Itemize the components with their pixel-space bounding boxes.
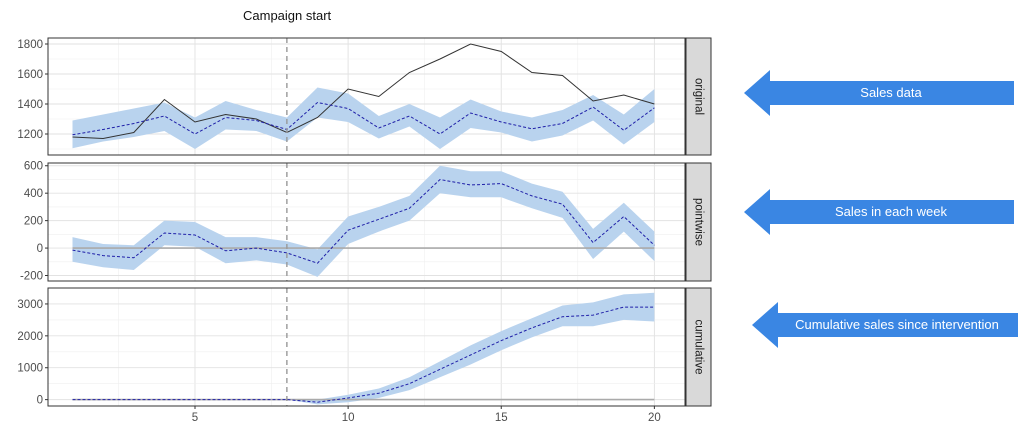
x-tick-label: 20 [648,412,661,424]
y-tick-label: 1600 [17,69,43,81]
x-tick-label: 10 [342,412,355,424]
panel-pointwise: -200 0 200 400 600 pointwise [20,161,711,283]
arrow-left-icon [744,189,770,235]
weekly-sales-callout: Sales in each week [744,189,1014,235]
y-tick-label: 3000 [17,299,43,311]
panel-background [48,38,685,155]
callout-label: Cumulative sales since intervention [776,313,1018,337]
panel-cumulative: 0 1000 2000 3000 cumulative [17,288,711,407]
strip-label: cumulative [693,320,705,375]
strip-label: pointwise [693,198,705,246]
y-tick-label: 200 [24,216,43,228]
y-tick-label: 1800 [17,39,43,51]
callout-label: Sales data [768,81,1014,105]
x-tick-label: 15 [495,412,508,424]
y-tick-label: 1400 [17,99,43,111]
y-tick-label: 400 [24,188,43,200]
y-tick-label: 2000 [17,331,43,343]
x-tick-label: 5 [192,412,198,424]
y-tick-label: 0 [37,395,43,407]
strip-label: original [693,78,705,115]
callout-label: Sales in each week [768,200,1014,224]
sales-data-callout: Sales data [744,70,1014,116]
y-tick-label: -200 [20,271,43,283]
campaign-start-label: Campaign start [243,8,331,23]
arrow-left-icon [744,70,770,116]
panel-original: 1200 1400 1600 1800 original [17,38,711,155]
y-tick-label: 0 [37,243,43,255]
y-tick-label: 1000 [17,363,43,375]
arrow-left-icon [752,302,778,348]
y-tick-label: 1200 [17,129,43,141]
y-tick-label: 600 [24,161,43,173]
cumulative-sales-callout: Cumulative sales since intervention [752,302,1018,348]
